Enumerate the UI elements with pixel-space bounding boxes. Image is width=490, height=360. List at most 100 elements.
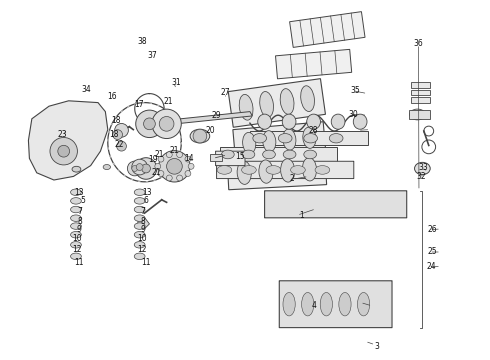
- Ellipse shape: [283, 292, 295, 316]
- Ellipse shape: [331, 114, 345, 129]
- Text: 17: 17: [134, 100, 144, 109]
- Ellipse shape: [315, 166, 330, 174]
- Text: 7: 7: [141, 207, 146, 216]
- Text: 11: 11: [141, 258, 151, 267]
- Ellipse shape: [71, 253, 81, 260]
- Text: 24: 24: [426, 262, 436, 271]
- Ellipse shape: [134, 215, 145, 221]
- Text: 10: 10: [73, 234, 82, 243]
- Text: 19: 19: [148, 156, 158, 164]
- Text: 2: 2: [290, 175, 294, 184]
- Ellipse shape: [307, 114, 320, 129]
- Text: 16: 16: [107, 92, 117, 101]
- Ellipse shape: [259, 160, 273, 183]
- Circle shape: [135, 158, 157, 179]
- Circle shape: [159, 150, 190, 182]
- Ellipse shape: [263, 150, 275, 159]
- Text: 8: 8: [77, 217, 82, 225]
- Circle shape: [142, 164, 150, 173]
- Text: 14: 14: [184, 154, 194, 163]
- Circle shape: [132, 159, 147, 175]
- Ellipse shape: [71, 215, 81, 221]
- Ellipse shape: [71, 189, 81, 195]
- Text: 28: 28: [309, 126, 318, 135]
- Circle shape: [158, 156, 164, 162]
- Text: 18: 18: [111, 117, 121, 126]
- Text: 26: 26: [427, 225, 437, 234]
- Circle shape: [167, 158, 182, 174]
- Text: 29: 29: [212, 111, 221, 120]
- Bar: [220, 147, 337, 162]
- Ellipse shape: [134, 206, 145, 213]
- Text: 33: 33: [418, 163, 428, 172]
- Ellipse shape: [71, 206, 81, 213]
- Ellipse shape: [134, 253, 145, 260]
- Ellipse shape: [304, 134, 318, 143]
- Ellipse shape: [415, 162, 430, 175]
- Ellipse shape: [302, 158, 317, 181]
- Ellipse shape: [217, 166, 232, 174]
- Text: 37: 37: [147, 51, 157, 60]
- Ellipse shape: [134, 198, 145, 204]
- Ellipse shape: [243, 132, 256, 154]
- Circle shape: [58, 145, 70, 157]
- Ellipse shape: [253, 134, 267, 143]
- Text: 12: 12: [137, 246, 147, 254]
- Circle shape: [132, 166, 138, 171]
- FancyBboxPatch shape: [279, 281, 392, 328]
- Circle shape: [136, 163, 143, 171]
- Text: 13: 13: [74, 188, 84, 197]
- Ellipse shape: [281, 159, 295, 182]
- Ellipse shape: [190, 129, 210, 143]
- Polygon shape: [227, 152, 327, 190]
- Circle shape: [193, 129, 207, 143]
- Text: 10: 10: [137, 234, 147, 243]
- Ellipse shape: [329, 134, 343, 143]
- Circle shape: [117, 141, 126, 151]
- Text: 18: 18: [109, 130, 119, 139]
- Text: 9: 9: [77, 225, 82, 234]
- Polygon shape: [167, 112, 252, 125]
- Ellipse shape: [71, 198, 81, 204]
- Text: 21: 21: [155, 150, 165, 158]
- Bar: [411, 90, 430, 95]
- Ellipse shape: [303, 127, 316, 148]
- Text: 6: 6: [144, 197, 148, 206]
- Text: 15: 15: [235, 153, 245, 162]
- FancyBboxPatch shape: [265, 191, 407, 218]
- Polygon shape: [28, 101, 108, 180]
- Text: 13: 13: [142, 188, 152, 197]
- Ellipse shape: [258, 114, 271, 129]
- Ellipse shape: [339, 292, 351, 316]
- Circle shape: [158, 171, 164, 176]
- Bar: [409, 110, 430, 119]
- Ellipse shape: [242, 150, 255, 159]
- Circle shape: [185, 171, 191, 176]
- Text: 27: 27: [220, 89, 230, 98]
- Circle shape: [166, 175, 172, 181]
- Text: 8: 8: [141, 217, 146, 225]
- Circle shape: [177, 175, 183, 181]
- Ellipse shape: [239, 94, 253, 120]
- Text: 12: 12: [73, 246, 82, 254]
- Circle shape: [159, 117, 174, 131]
- Text: 32: 32: [416, 172, 426, 181]
- Ellipse shape: [134, 242, 145, 248]
- Bar: [250, 131, 368, 145]
- Circle shape: [177, 152, 183, 158]
- Text: 30: 30: [349, 110, 359, 119]
- Circle shape: [155, 163, 161, 169]
- Ellipse shape: [71, 223, 81, 229]
- Ellipse shape: [301, 86, 315, 112]
- Polygon shape: [233, 122, 326, 159]
- Ellipse shape: [278, 134, 292, 143]
- Text: 4: 4: [311, 302, 316, 310]
- Ellipse shape: [280, 89, 294, 114]
- Ellipse shape: [283, 129, 296, 150]
- Ellipse shape: [301, 292, 314, 316]
- Ellipse shape: [103, 165, 111, 170]
- Text: 1: 1: [299, 211, 304, 220]
- Circle shape: [185, 156, 191, 162]
- Ellipse shape: [260, 91, 273, 117]
- Text: 22: 22: [115, 140, 124, 149]
